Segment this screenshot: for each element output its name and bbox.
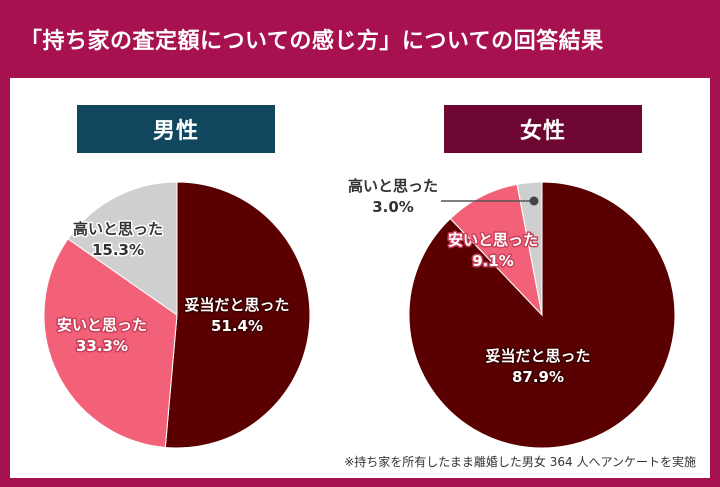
pie-charts: 妥当だと思った 51.4% 安いと思った 33.3% 高いと思った 15.3% 妥当だと思っ…	[43, 176, 676, 449]
chart-panel: 男性 女性 妥当だと思った 51.4% 安いと思った 33.3% 高いと思った 15.3%…	[10, 78, 710, 478]
female-value-cheap: 9.1%	[472, 252, 514, 270]
male-label-cheap: 安いと思った	[57, 316, 147, 334]
header-bar: 「持ち家の査定額についての感じ方」についての回答結果	[0, 0, 720, 78]
female-label-high: 高いと思った	[348, 177, 438, 195]
female-badge: 女性	[444, 105, 642, 153]
male-label-high: 高いと思った	[73, 220, 163, 238]
female-value-high: 3.0%	[372, 198, 414, 216]
female-label-fair: 妥当だと思った	[485, 347, 590, 365]
female-slice-high	[516, 181, 543, 316]
male-value-fair: 51.4%	[211, 317, 263, 335]
survey-footnote: ※持ち家を所有したまま離婚した男女 364 人へアンケートを実施	[344, 455, 696, 469]
male-slice-fair	[164, 181, 311, 449]
male-pie	[43, 181, 311, 449]
female-leader-dot	[529, 196, 539, 206]
male-slice-high	[67, 181, 178, 316]
male-value-high: 15.3%	[92, 241, 144, 259]
male-value-cheap: 33.3%	[76, 337, 128, 355]
male-slice-cheap	[43, 238, 178, 449]
male-label-fair: 妥当だと思った	[184, 296, 289, 314]
male-badge: 男性	[77, 105, 275, 153]
female-value-fair: 87.9%	[512, 368, 564, 386]
female-label-cheap: 安いと思った	[448, 231, 538, 249]
female-pie	[408, 181, 676, 449]
page-title: 「持ち家の査定額についての感じ方」についての回答結果	[20, 29, 604, 54]
